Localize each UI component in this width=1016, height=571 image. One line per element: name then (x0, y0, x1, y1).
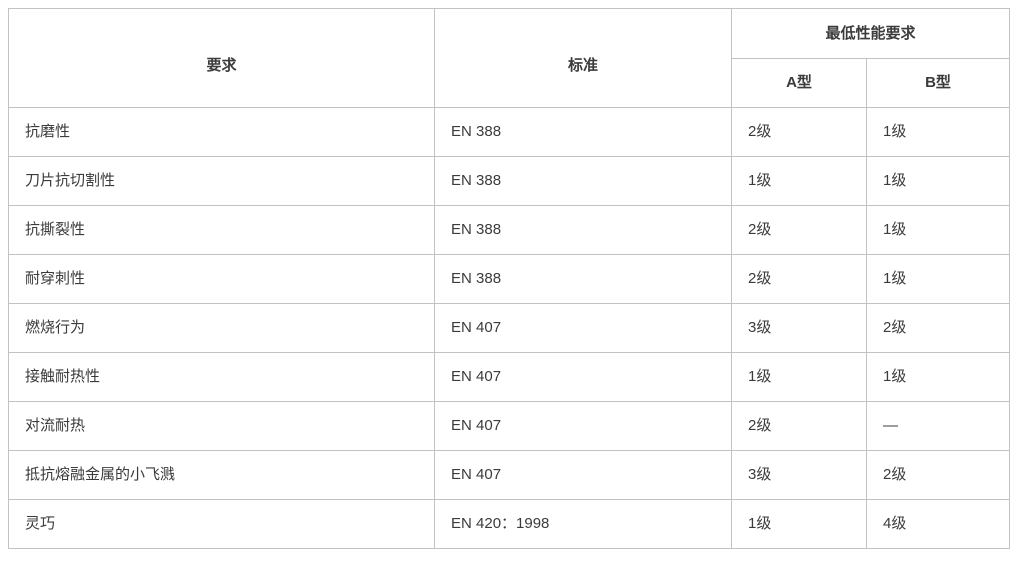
standard-cell: EN 388 (434, 107, 732, 157)
table-row: 抗撕裂性 EN 388 2级 1级 (8, 205, 1011, 255)
table-row: 耐穿刺性 EN 388 2级 1级 (8, 254, 1011, 304)
type-a-cell: 1级 (731, 352, 867, 402)
type-b-cell: 1级 (865, 156, 1011, 206)
type-a-cell: 3级 (731, 303, 867, 353)
column-header-type-a: A型 (731, 58, 867, 108)
requirement-cell: 抗磨性 (8, 107, 435, 157)
requirement-cell: 抵抗熔融金属的小飞溅 (8, 450, 435, 500)
column-header-requirement: 要求 (8, 8, 435, 108)
standard-cell: EN 388 (434, 156, 732, 206)
type-b-cell: 1级 (865, 205, 1011, 255)
table-row: 燃烧行为 EN 407 3级 2级 (8, 303, 1011, 353)
table-row: 抵抗熔融金属的小飞溅 EN 407 3级 2级 (8, 450, 1011, 500)
column-header-min-performance: 最低性能要求 (730, 8, 1011, 59)
table-row: 刀片抗切割性 EN 388 1级 1级 (8, 156, 1011, 206)
requirement-cell: 燃烧行为 (8, 303, 435, 353)
type-a-cell: 1级 (731, 499, 867, 549)
requirement-cell: 灵巧 (8, 499, 435, 549)
standard-cell: EN 388 (434, 254, 732, 304)
requirement-cell: 刀片抗切割性 (8, 156, 435, 206)
type-a-cell: 2级 (731, 205, 867, 255)
type-b-cell: 1级 (865, 254, 1011, 304)
standard-cell: EN 407 (434, 401, 732, 451)
requirement-cell: 抗撕裂性 (8, 205, 435, 255)
type-b-cell: — (865, 401, 1011, 451)
type-a-cell: 3级 (731, 450, 867, 500)
header-row-2: A型 B型 (9, 58, 1011, 108)
table-row: 接触耐热性 EN 407 1级 1级 (8, 352, 1011, 402)
table-body: 抗磨性 EN 388 2级 1级 刀片抗切割性 EN 388 1级 1级 抗撕裂… (8, 107, 1011, 549)
standard-cell: EN 420：1998 (434, 499, 732, 549)
standard-cell: EN 407 (434, 352, 732, 402)
column-header-type-b: B型 (865, 58, 1011, 108)
column-header-standard: 标准 (434, 8, 732, 108)
table-header: 要求 标准 最低性能要求 A型 B型 (8, 8, 1011, 108)
type-b-cell: 4级 (865, 499, 1011, 549)
standard-cell: EN 407 (434, 303, 732, 353)
requirement-cell: 对流耐热 (8, 401, 435, 451)
standard-cell: EN 407 (434, 450, 732, 500)
type-a-cell: 2级 (731, 254, 867, 304)
type-b-cell: 2级 (865, 303, 1011, 353)
type-b-cell: 1级 (865, 107, 1011, 157)
requirement-cell: 耐穿刺性 (8, 254, 435, 304)
performance-requirements-table: 要求 标准 最低性能要求 A型 B型 抗磨性 EN 388 2级 1级 刀片抗切… (8, 8, 1011, 549)
type-a-cell: 2级 (731, 107, 867, 157)
requirement-cell: 接触耐热性 (8, 352, 435, 402)
type-b-cell: 2级 (865, 450, 1011, 500)
header-row-1: 要求 标准 最低性能要求 (8, 8, 1011, 108)
table-row: 对流耐热 EN 407 2级 — (8, 401, 1011, 451)
type-a-cell: 2级 (731, 401, 867, 451)
table-row: 灵巧 EN 420：1998 1级 4级 (8, 499, 1011, 549)
standard-cell: EN 388 (434, 205, 732, 255)
table-row: 抗磨性 EN 388 2级 1级 (8, 107, 1011, 157)
type-a-cell: 1级 (731, 156, 867, 206)
type-b-cell: 1级 (865, 352, 1011, 402)
